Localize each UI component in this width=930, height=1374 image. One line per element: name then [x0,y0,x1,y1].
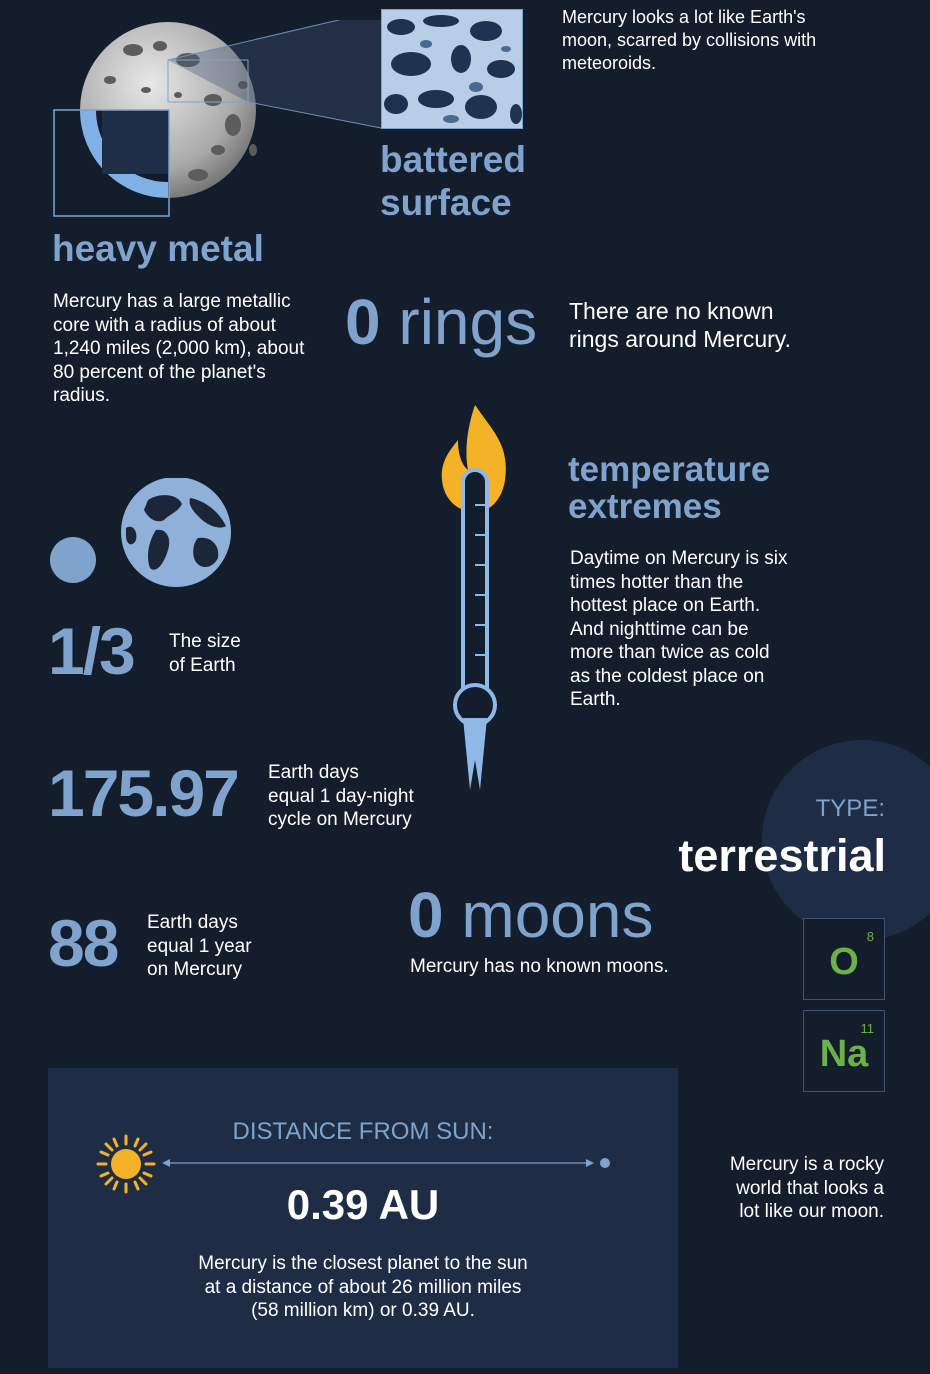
distance-panel: DISTANCE FROM SUN: 0.39 AU Mercu [48,1068,678,1368]
earth-mercury-size-icon [50,478,231,587]
distance-text-line2: at a distance of about 26 million miles [204,1276,522,1298]
temperature-heading-line2: extremes [568,487,722,526]
day-label-line1: Earth days [268,762,359,783]
moons-count: 0 [408,879,444,951]
rings-stat: 0 rings [345,287,537,357]
rocky-line2: world that looks a [736,1177,884,1199]
moons-unit: moons [461,879,654,951]
type-value: terrestrial [678,830,886,881]
year-label-line1: Earth days [147,912,238,933]
day-label-line2: equal 1 day-night [268,785,414,807]
size-label-line2: of Earth [169,654,236,676]
element-sodium-number: 11 [860,1021,875,1036]
sun-icon [96,1134,156,1194]
core-text: Mercury has a large metallic core with a… [53,291,305,406]
surface-closeup-image [381,9,523,129]
temperature-text: Daytime on Mercury is six times hotter t… [570,548,788,710]
rings-count: 0 [345,286,381,358]
moons-text: Mercury has no known moons. [410,956,669,977]
rings-text: There are no known rings around Mercury. [569,298,791,352]
rocky-line3: lot like our moon. [739,1201,884,1222]
rings-unit: rings [398,286,538,358]
moons-stat: 0 moons [408,880,653,950]
distance-text-line1: Mercury is the closest planet to the sun [198,1253,528,1274]
thermometer-flame-icon [441,405,506,790]
rocky-line1: Mercury is a rocky [729,1154,884,1175]
element-oxygen-tile: 8 O [803,918,885,1000]
surface-heading: battered surface [380,140,526,223]
element-oxygen-number: 8 [866,929,874,944]
distance-text: Mercury is the closest planet to the sun… [48,1252,678,1323]
year-value: 88 [48,906,119,980]
day-value: 175.97 [48,756,240,830]
type-label: TYPE: [815,795,885,822]
element-sodium-symbol: Na [819,1033,869,1075]
size-label: The size of Earth [169,630,241,677]
surface-caption: Mercury looks a lot like Earth's moon, s… [562,7,817,73]
core-heading: heavy metal [52,228,264,269]
rocky-text: Mercury is a rocky world that looks a lo… [690,1153,884,1224]
year-label-line2: equal 1 year [147,935,252,957]
mercury-planet-illustration [53,20,382,217]
size-value: 1/3 [48,614,136,688]
size-label-line1: The size [169,631,241,652]
element-oxygen-symbol: O [829,941,859,983]
day-label-line3: cycle on Mercury [268,809,412,830]
distance-text-line3: (58 million km) or 0.39 AU. [251,1300,475,1321]
distance-label: DISTANCE FROM SUN: [232,1118,494,1145]
surface-heading-line2: surface [380,182,512,223]
day-label: Earth days equal 1 day-night cycle on Me… [268,761,414,832]
year-label-line3: on Mercury [147,959,243,980]
distance-value: 0.39 AU [286,1181,440,1228]
temperature-heading-line1: temperature [568,450,771,489]
element-sodium-tile: 11 Na [803,1010,885,1092]
temperature-heading: temperature extremes [568,451,770,525]
distance-arrow [162,1158,610,1168]
surface-heading-line1: battered [380,139,526,180]
year-label: Earth days equal 1 year on Mercury [147,911,252,982]
type-circle [762,740,930,940]
